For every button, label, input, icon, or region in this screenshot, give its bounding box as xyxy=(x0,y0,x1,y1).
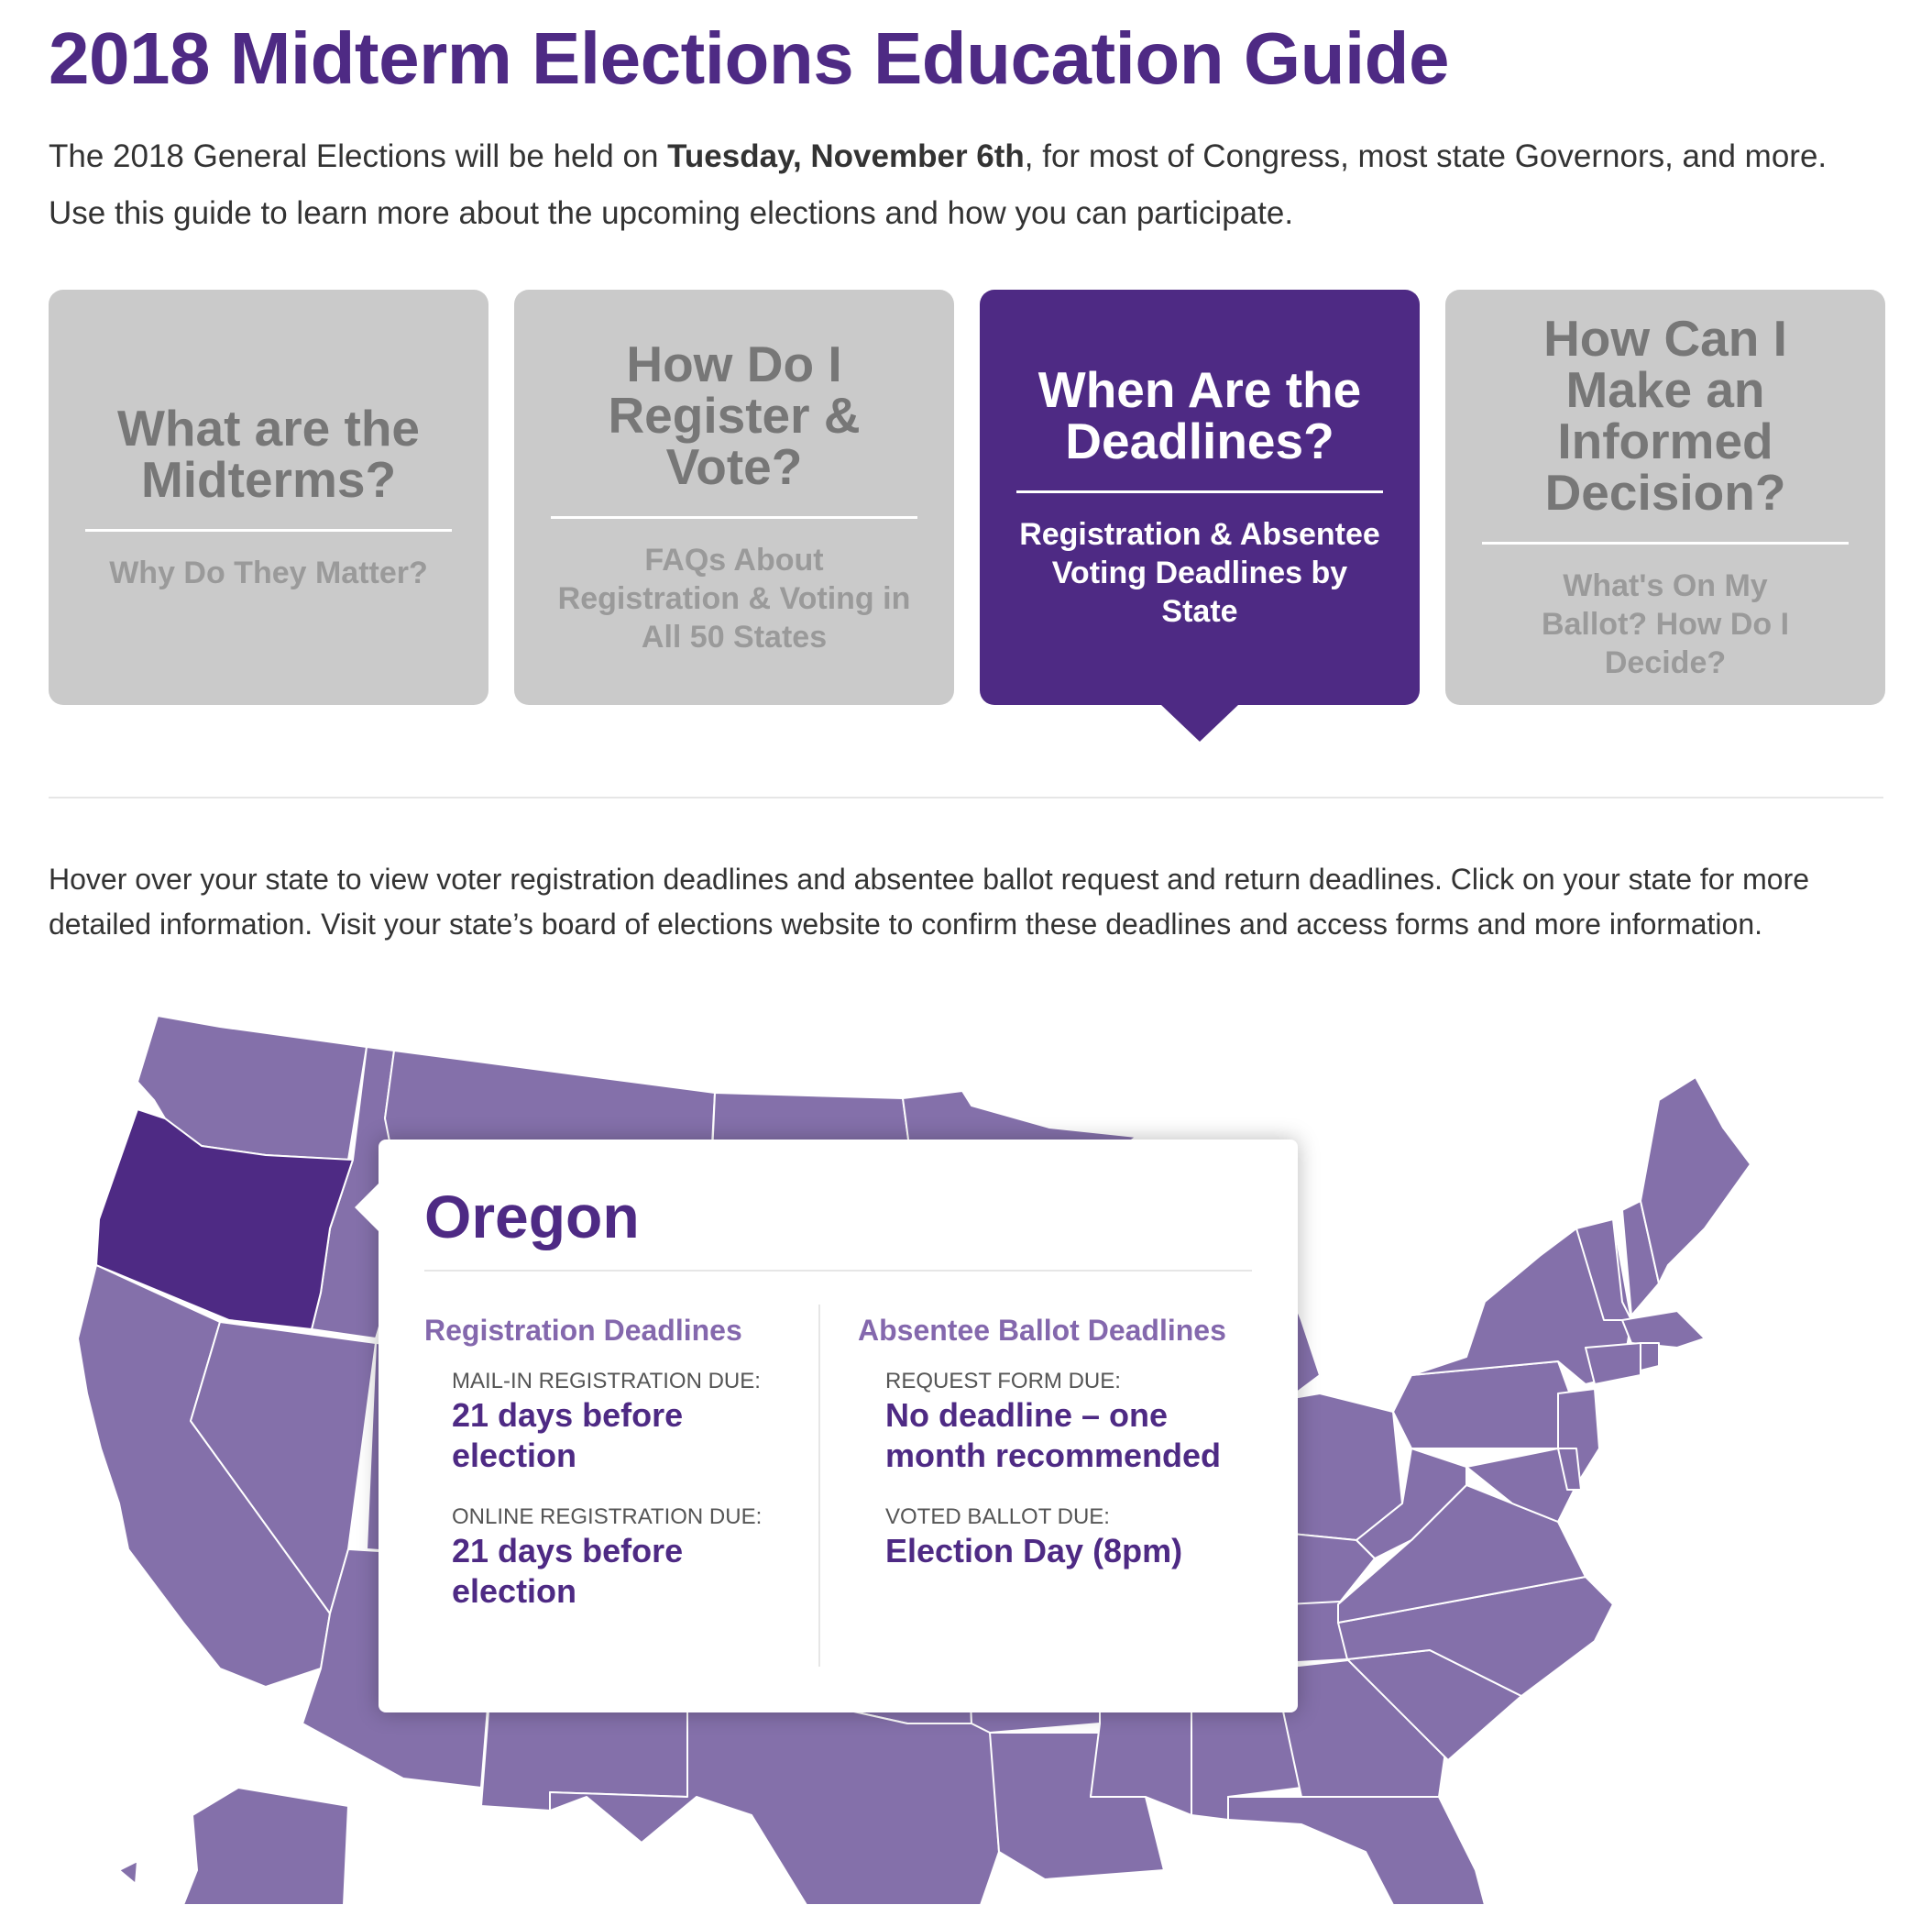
voted-ballot: VOTED BALLOT DUE: Election Day (8pm) xyxy=(885,1503,1261,1571)
absentee-deadlines: Absentee Ballot Deadlines REQUEST FORM D… xyxy=(858,1314,1261,1599)
intro-text: The 2018 General Elections will be held … xyxy=(49,128,1882,242)
state-maryland[interactable] xyxy=(1465,1448,1577,1523)
tab-title: How Do I Register & Vote? xyxy=(608,336,861,495)
tab-divider xyxy=(1482,542,1849,545)
tab-title: How Can I Make an Informed Decision? xyxy=(1543,310,1787,521)
state-alaska[interactable] xyxy=(182,1787,349,1905)
tooltip-divider xyxy=(424,1270,1252,1272)
voted-ballot-label: VOTED BALLOT DUE: xyxy=(885,1504,1110,1529)
tooltip-state-name: Oregon xyxy=(424,1183,640,1250)
state-tooltip: Oregon Registration Deadlines MAIL-IN RE… xyxy=(355,1140,1298,1712)
tab-subtitle: What's On My Ballot? How Do I Decide? xyxy=(1541,568,1790,680)
state-florida[interactable] xyxy=(1227,1796,1486,1905)
request-form: REQUEST FORM DUE: No deadline – one mont… xyxy=(885,1368,1261,1476)
request-form-value: No deadline – one month recommended xyxy=(885,1396,1222,1474)
mail-in-value: 21 days before election xyxy=(452,1396,684,1474)
section-divider xyxy=(49,797,1883,798)
state-connecticut[interactable] xyxy=(1585,1342,1641,1385)
intro-text-start: The 2018 General Elections will be held … xyxy=(49,138,668,174)
intro-text-end: , for most of Congress, most state Gover… xyxy=(49,138,1828,231)
state-oregon[interactable] xyxy=(95,1108,354,1330)
registration-heading: Registration Deadlines xyxy=(424,1314,742,1347)
tooltip-column-separator xyxy=(818,1305,820,1667)
state-georgia[interactable] xyxy=(1273,1658,1449,1798)
online-registration: ONLINE REGISTRATION DUE: 21 days before … xyxy=(452,1503,809,1612)
page-title: 2018 Midterm Elections Education Guide xyxy=(49,17,1450,99)
registration-deadlines: Registration Deadlines MAIL-IN REGISTRAT… xyxy=(424,1314,809,1639)
state-north-carolina[interactable] xyxy=(1337,1576,1614,1697)
map-instructions: Hover over your state to view voter regi… xyxy=(49,863,1810,941)
guide-tabs: What are the Midterms? Why Do They Matte… xyxy=(49,290,1885,748)
mail-in-label: MAIL-IN REGISTRATION DUE: xyxy=(452,1369,761,1393)
state-west-virginia[interactable] xyxy=(1356,1448,1467,1559)
tab-subtitle: Why Do They Matter? xyxy=(109,556,428,590)
state-massachusetts[interactable] xyxy=(1621,1310,1706,1349)
mail-in-registration: MAIL-IN REGISTRATION DUE: 21 days before… xyxy=(452,1368,809,1476)
tab-title: When Are the Deadlines? xyxy=(1037,361,1362,469)
voted-ballot-value: Election Day (8pm) xyxy=(885,1532,1183,1569)
online-label: ONLINE REGISTRATION DUE: xyxy=(452,1504,763,1529)
online-value: 21 days before election xyxy=(452,1532,684,1610)
tab-divider xyxy=(551,516,917,519)
request-form-label: REQUEST FORM DUE: xyxy=(885,1369,1121,1393)
tab-divider xyxy=(1016,490,1383,493)
absentee-heading: Absentee Ballot Deadlines xyxy=(858,1314,1226,1347)
tab-what-are-midterms[interactable]: What are the Midterms? Why Do They Matte… xyxy=(49,290,488,705)
election-date: Tuesday, November 6th xyxy=(667,138,1025,174)
state-delaware[interactable] xyxy=(1557,1448,1582,1491)
state-maine[interactable] xyxy=(1640,1076,1751,1284)
tab-informed-decision[interactable]: How Can I Make an Informed Decision? Wha… xyxy=(1445,290,1885,705)
state-texas[interactable] xyxy=(549,1622,1000,1905)
tooltip-pointer xyxy=(355,1184,379,1231)
state-rhode-island[interactable] xyxy=(1640,1342,1660,1371)
tab-title: What are the Midterms? xyxy=(116,400,421,508)
state-vermont[interactable] xyxy=(1575,1218,1632,1321)
tab-register-and-vote[interactable]: How Do I Register & Vote? FAQs About Reg… xyxy=(514,290,954,705)
state-alaska-islands[interactable] xyxy=(118,1860,138,1885)
tab-divider xyxy=(85,529,452,532)
tab-subtitle: Registration & Absentee Voting Deadlines… xyxy=(1019,517,1380,629)
tab-subtitle: FAQs About Registration & Voting in All … xyxy=(557,543,911,655)
tab-deadlines[interactable]: When Are the Deadlines? Registration & A… xyxy=(980,290,1420,742)
